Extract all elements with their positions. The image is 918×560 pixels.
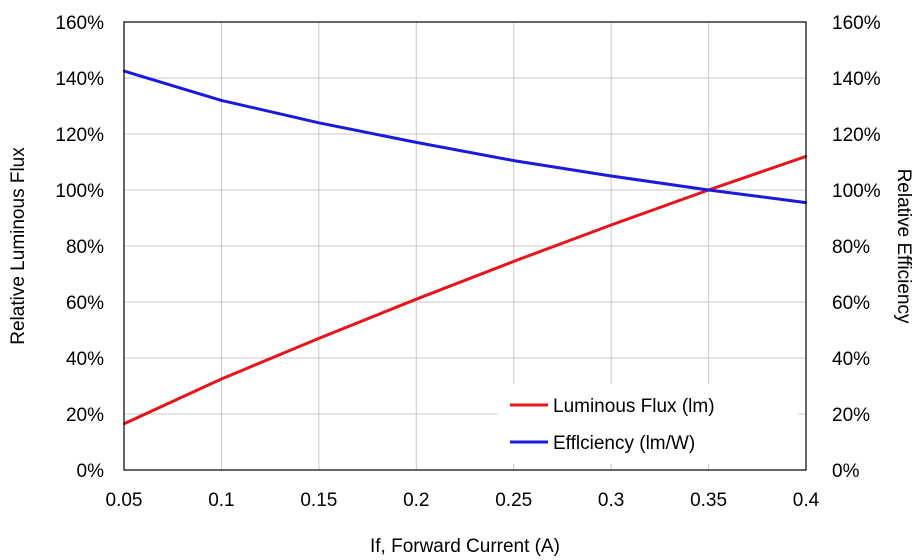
- y-tick-label: 40%: [66, 349, 104, 370]
- data-point: [317, 337, 321, 340]
- series-line-1: [123, 69, 807, 205]
- x-axis-tick-labels: 0.05 0.1 0.15 0.2 0.25 0.3 0.35 0.4: [106, 490, 820, 511]
- x-axis-title: If, Forward Current (A): [370, 536, 560, 557]
- x-tick-label: 0.35: [690, 490, 727, 511]
- x-tick-label: 0.15: [300, 490, 337, 511]
- data-point: [220, 99, 223, 102]
- data-point: [609, 174, 613, 178]
- data-point: [415, 141, 418, 144]
- series-line-0: [123, 154, 807, 426]
- y-axis-tick-labels: 0% 20% 40% 60% 80% 100% 120% 140% 160%: [55, 13, 104, 482]
- y2-axis-tick-labels: 0% 20% 40% 60% 80% 100% 120% 140% 160%: [832, 13, 881, 482]
- data-point: [707, 188, 710, 192]
- y2-tick-label: 0%: [832, 461, 860, 482]
- y2-tick-label: 40%: [832, 349, 870, 370]
- y-tick-label: 80%: [66, 237, 104, 258]
- x-tick-label: 0.4: [793, 490, 820, 511]
- y2-tick-label: 60%: [832, 293, 870, 314]
- y-tick-label: 100%: [55, 181, 104, 202]
- data-point: [317, 121, 321, 125]
- x-tick-label: 0.05: [106, 490, 143, 511]
- y2-axis-title: Relative Efficiency: [893, 169, 914, 324]
- legend-box: [498, 384, 798, 464]
- data-point: [512, 159, 515, 162]
- y-tick-label: 120%: [55, 125, 104, 146]
- gridlines: [124, 22, 806, 470]
- y-tick-label: 60%: [66, 293, 104, 314]
- legend-label: Efflciency (lm/W): [553, 433, 695, 454]
- data-point: [609, 223, 613, 227]
- data-point: [512, 260, 515, 263]
- y-tick-label: 0%: [77, 461, 105, 482]
- x-tick-label: 0.1: [208, 490, 234, 511]
- plot-area: [123, 21, 807, 471]
- y2-tick-label: 20%: [832, 405, 870, 426]
- legend-label: Luminous Flux (lm): [553, 396, 715, 417]
- y2-tick-label: 120%: [832, 125, 881, 146]
- y2-tick-label: 100%: [832, 181, 881, 202]
- series-layer: [122, 69, 808, 426]
- y-tick-label: 20%: [66, 405, 104, 426]
- y-tick-label: 140%: [55, 69, 104, 90]
- y-tick-label: 160%: [55, 13, 104, 34]
- y2-tick-label: 80%: [832, 237, 870, 258]
- data-point: [415, 298, 418, 301]
- legend: Luminous Flux (lm) Efflciency (lm/W): [510, 396, 715, 454]
- data-point: [220, 377, 223, 381]
- y2-tick-label: 160%: [832, 13, 881, 34]
- x-tick-label: 0.25: [495, 490, 532, 511]
- y-axis-title: Relative Luminous Flux: [8, 147, 29, 345]
- x-tick-label: 0.2: [403, 490, 429, 511]
- x-tick-label: 0.3: [598, 490, 624, 511]
- y2-tick-label: 140%: [832, 69, 881, 90]
